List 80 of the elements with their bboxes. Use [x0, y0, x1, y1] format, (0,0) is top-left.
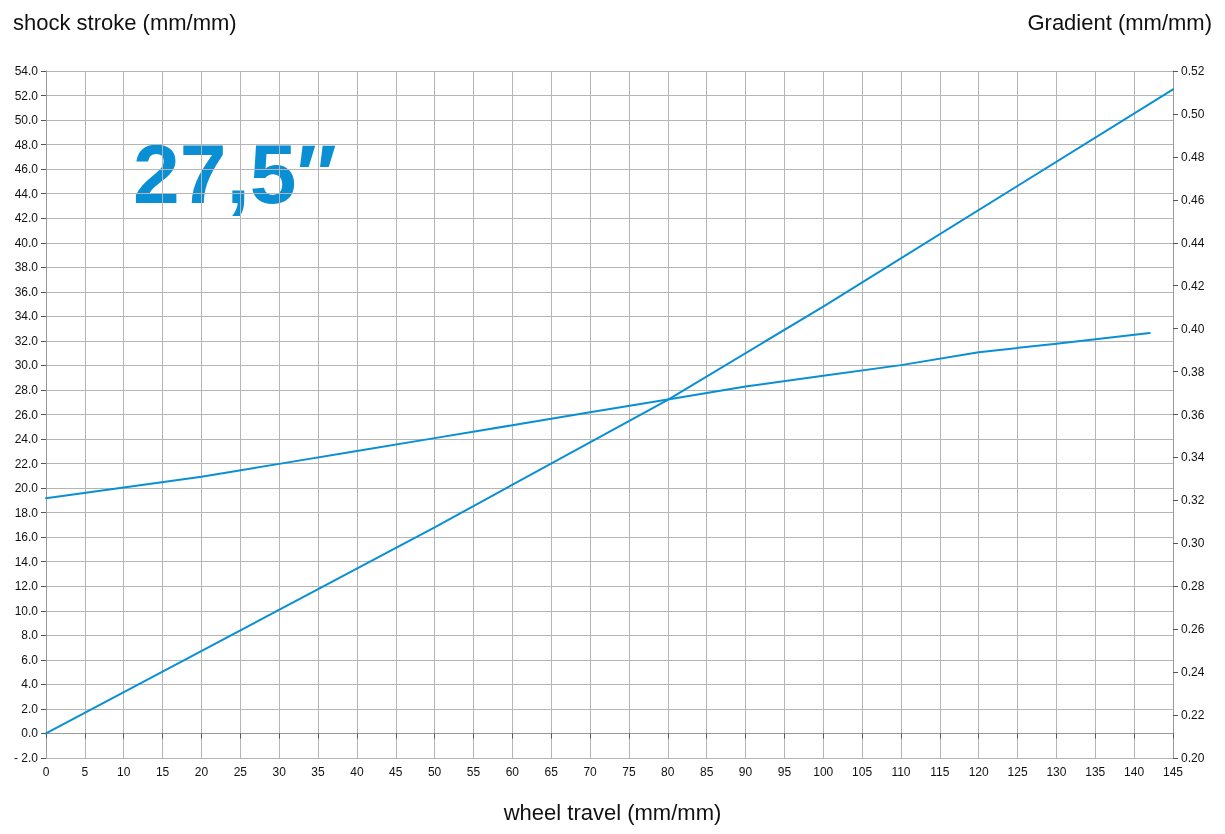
y2-tick-label: 0.22 — [1181, 708, 1205, 723]
x-tick-label: 65 — [544, 765, 559, 779]
x-tick-label: 30 — [272, 765, 287, 779]
y2-tick-label: 0.28 — [1181, 579, 1205, 594]
y2-tick-label: 0.34 — [1181, 450, 1205, 465]
x-axis-title: wheel travel (mm/mm) — [502, 799, 722, 825]
x-tick-label: 75 — [622, 765, 636, 779]
y-tick-label: 44.0 — [14, 186, 39, 201]
x-tick-label: 135 — [1085, 765, 1106, 779]
y2-tick-label: 0.46 — [1181, 192, 1205, 207]
x-tick-label: 40 — [350, 765, 364, 779]
x-tick-label: 140 — [1124, 765, 1145, 779]
x-tick-label: 80 — [661, 765, 675, 779]
y-tick-label: 18.0 — [14, 505, 39, 520]
x-tick-label: 110 — [891, 765, 911, 779]
x-tick-label: 115 — [930, 765, 950, 779]
x-tick-label: 90 — [738, 765, 753, 779]
y-tick-label: 28.0 — [14, 382, 39, 397]
x-tick-label: 125 — [1007, 765, 1028, 779]
y-tick-label: 4.0 — [21, 677, 39, 692]
x-tick-label: 5 — [81, 765, 89, 779]
y-axis-title: shock stroke (mm/mm) — [13, 9, 237, 35]
y-tick-label: 48.0 — [14, 137, 39, 152]
y-tick-label: - 2.0 — [13, 751, 39, 765]
x-tick-label: 145 — [1162, 765, 1184, 779]
x-tick-label: 0 — [42, 765, 50, 779]
y-tick-label: 42.0 — [14, 211, 39, 226]
x-tick-label: 55 — [466, 765, 481, 779]
x-tick-label: 25 — [233, 765, 248, 779]
y2-tick-label: 0.44 — [1181, 235, 1205, 250]
x-tick-label: 105 — [852, 765, 873, 779]
y-tick-label: 40.0 — [14, 235, 39, 250]
y2-tick-label: 0.24 — [1181, 665, 1205, 680]
y-tick-label: 16.0 — [14, 530, 39, 545]
x-tick-label: 95 — [777, 765, 792, 779]
y-tick-label: 52.0 — [14, 88, 39, 103]
x-tick-label: 60 — [505, 765, 520, 779]
y2-tick-label: 0.40 — [1181, 321, 1205, 336]
y-tick-label: 8.0 — [21, 628, 39, 643]
y-tick-label: 34.0 — [14, 309, 39, 324]
y-tick-label: 30.0 — [14, 358, 39, 373]
y-tick-label: 26.0 — [14, 407, 39, 422]
y-tick-label: 14.0 — [14, 554, 39, 569]
x-tick-label: 85 — [699, 765, 714, 779]
x-tick-label: 100 — [813, 765, 834, 779]
x-tick-label: 70 — [583, 765, 598, 779]
y-tick-label: 12.0 — [14, 579, 39, 594]
y-tick-label: 0.0 — [21, 726, 39, 741]
y-tick-label: 2.0 — [21, 701, 39, 716]
y-tick-label: 46.0 — [14, 162, 39, 177]
x-tick-label: 50 — [427, 765, 442, 779]
y2-tick-label: 0.26 — [1181, 622, 1205, 637]
x-tick-label: 10 — [117, 765, 131, 779]
y-tick-label: 32.0 — [14, 333, 39, 348]
y2-tick-label: 0.48 — [1181, 149, 1205, 164]
x-tick-label: 35 — [311, 765, 326, 779]
x-tick-label: 130 — [1046, 765, 1067, 779]
y-tick-label: 22.0 — [14, 456, 39, 471]
y2-tick-label: 0.32 — [1181, 493, 1205, 508]
y-tick-label: 38.0 — [14, 260, 39, 275]
y2-tick-label: 0.42 — [1181, 278, 1205, 293]
y-tick-label: 10.0 — [14, 603, 39, 618]
y2-tick-label: 0.30 — [1181, 536, 1205, 551]
y-tick-label: 6.0 — [21, 652, 39, 667]
y-tick-label: 24.0 — [14, 432, 39, 447]
x-tick-label: 20 — [194, 765, 209, 779]
line-series — [45, 88, 1174, 735]
y2-tick-label: 0.38 — [1181, 364, 1205, 379]
y2-tick-label: 0.50 — [1181, 106, 1205, 121]
y2-axis-title: Gradient (mm/mm) — [1027, 9, 1212, 35]
y-tick-label: 50.0 — [14, 113, 39, 128]
x-tick-label: 120 — [968, 765, 990, 779]
x-tick-label: 15 — [155, 765, 170, 779]
y-tick-label: 36.0 — [14, 284, 39, 299]
y2-tick-label: 0.36 — [1181, 407, 1205, 422]
x-tick-label: 45 — [389, 765, 403, 779]
y-tick-label: 54.0 — [14, 64, 39, 78]
y2-tick-label: 0.52 — [1181, 64, 1205, 78]
y-tick-label: 20.0 — [14, 481, 39, 496]
y2-tick-label: 0.20 — [1181, 751, 1205, 765]
